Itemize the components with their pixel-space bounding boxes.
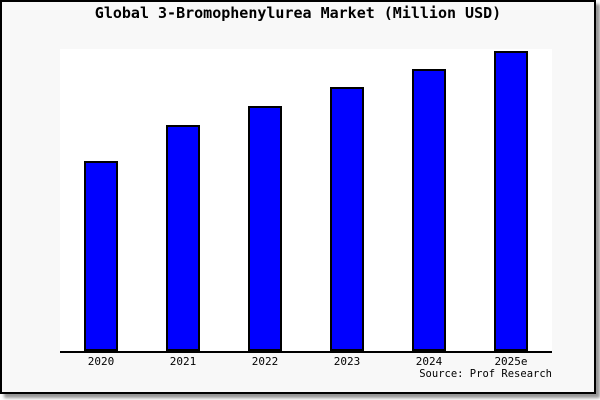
bar-2023 [330,87,364,351]
chart-title: Global 3-Bromophenylurea Market (Million… [94,4,502,22]
x-tick-label-2023: 2023 [333,355,361,368]
x-tick-label-2020: 2020 [87,355,115,368]
x-tick-label-2025e: 2025e [494,355,528,368]
x-tick-label-2022: 2022 [251,355,279,368]
x-tick-label-2024: 2024 [415,355,443,368]
source-note: Source: Prof Research [419,368,552,380]
x-tick-label-2021: 2021 [169,355,197,368]
bar-2025e [494,51,528,351]
bar-2022 [248,106,282,351]
bar-2020 [84,161,118,351]
bar-2024 [412,69,446,351]
x-axis-labels: 2020 2021 2022 2023 2024 2025e [60,355,552,369]
bar-2021 [166,125,200,351]
plot-area [60,49,552,353]
